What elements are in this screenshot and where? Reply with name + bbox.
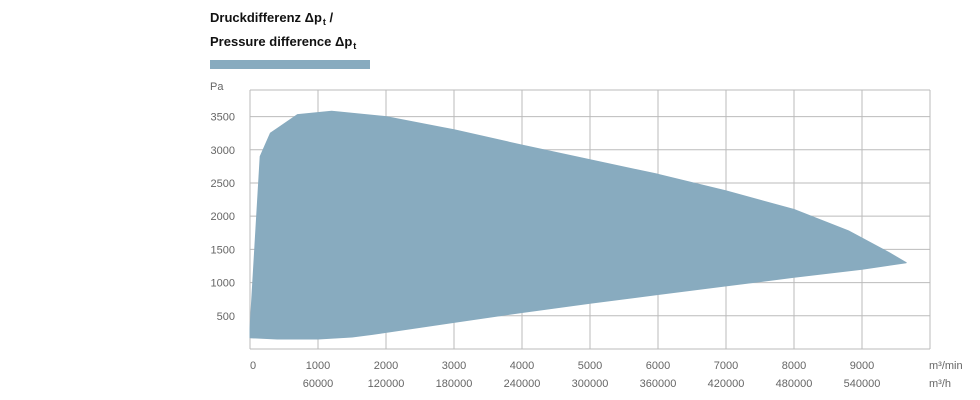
x-tick-label: 9000 <box>850 360 874 372</box>
x-tick-label: 0 <box>250 360 256 372</box>
x-tick-label: 5000 <box>578 360 602 372</box>
y-axis-unit-label: Pa <box>210 81 224 93</box>
x-tick-label: 7000 <box>714 360 738 372</box>
x-tick-label: 1000 <box>306 360 330 372</box>
x2-tick-label: 540000 <box>844 378 881 390</box>
y-tick-label: 2500 <box>211 178 235 190</box>
legend-swatch <box>210 60 370 69</box>
y-tick-label: 3000 <box>211 145 235 157</box>
x2-tick-label: 360000 <box>640 378 677 390</box>
x-tick-label: 4000 <box>510 360 534 372</box>
x2-tick-label: 60000 <box>303 378 334 390</box>
y-tick-label: 2000 <box>211 211 235 223</box>
x-axis-unit-primary: m³/min <box>929 360 963 372</box>
x-tick-label: 6000 <box>646 360 670 372</box>
title-line-1: Druckdifferenz Δpt / <box>210 10 334 27</box>
x-tick-label: 3000 <box>442 360 466 372</box>
y-tick-label: 1000 <box>211 278 235 290</box>
chart-title: Druckdifferenz Δpt / Pressure difference… <box>210 8 356 56</box>
x2-tick-label: 120000 <box>368 378 405 390</box>
y-tick-label: 1500 <box>211 244 235 256</box>
chart-tick-labels: 500 1000 1500 2000 2500 3000 3500 Pa 0 1000 2000 30… <box>210 81 963 390</box>
x2-tick-label: 480000 <box>776 378 813 390</box>
operating-range-area <box>249 110 907 340</box>
x2-tick-label: 180000 <box>436 378 473 390</box>
x2-tick-label: 420000 <box>708 378 745 390</box>
x2-tick-label: 300000 <box>572 378 609 390</box>
y-tick-label: 3500 <box>211 112 235 124</box>
x-axis-unit-secondary: m³/h <box>929 378 951 390</box>
title-line-2: Pressure difference Δpt <box>210 34 357 51</box>
x-tick-label: 2000 <box>374 360 398 372</box>
y-tick-label: 500 <box>217 311 235 323</box>
x2-tick-label: 240000 <box>504 378 541 390</box>
x-tick-label: 8000 <box>782 360 806 372</box>
